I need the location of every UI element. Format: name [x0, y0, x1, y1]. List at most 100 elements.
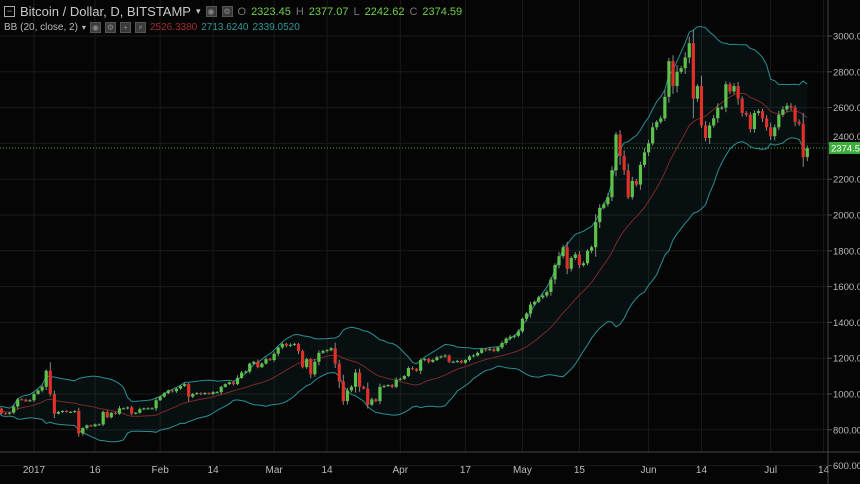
candle-body[interactable] — [109, 412, 113, 418]
candle-body[interactable] — [663, 96, 667, 119]
candle-body[interactable] — [313, 361, 317, 375]
candle-body[interactable] — [48, 370, 52, 394]
candle-body[interactable] — [126, 407, 130, 409]
candle-body[interactable] — [439, 356, 443, 358]
candle-body[interactable] — [44, 370, 48, 387]
candle-body[interactable] — [374, 399, 378, 402]
candle-body[interactable] — [557, 256, 561, 266]
candle-body[interactable] — [394, 379, 398, 387]
candle-body[interactable] — [476, 352, 480, 356]
candle-body[interactable] — [516, 331, 520, 336]
candle-body[interactable] — [296, 343, 301, 352]
candle-body[interactable] — [447, 355, 451, 362]
candle-body[interactable] — [667, 61, 671, 97]
candle-body[interactable] — [317, 352, 321, 362]
candle-body[interactable] — [695, 86, 700, 99]
candle-body[interactable] — [642, 152, 647, 165]
candle-body[interactable] — [227, 382, 231, 385]
candle-body[interactable] — [740, 98, 744, 113]
candle-body[interactable] — [545, 291, 549, 296]
candle-body[interactable] — [284, 343, 288, 346]
candle-body[interactable] — [203, 393, 207, 395]
candle-body[interactable] — [211, 392, 215, 394]
candle-body[interactable] — [358, 372, 362, 387]
candle-body[interactable] — [337, 363, 341, 382]
candle-body[interactable] — [138, 409, 142, 413]
candle-body[interactable] — [431, 359, 435, 362]
candle-body[interactable] — [651, 127, 655, 144]
candle-body[interactable] — [549, 279, 553, 292]
candle-body[interactable] — [178, 385, 183, 389]
candle-body[interactable] — [105, 411, 109, 418]
candle-body[interactable] — [622, 155, 626, 171]
eye-icon[interactable]: ◉ — [205, 6, 217, 17]
candle-body[interactable] — [3, 413, 8, 415]
candle-body[interactable] — [756, 111, 761, 113]
candle-body[interactable] — [154, 400, 158, 409]
candle-body[interactable] — [146, 408, 150, 410]
candle-body[interactable] — [760, 111, 765, 119]
candle-body[interactable] — [675, 71, 679, 87]
candle-body[interactable] — [561, 247, 565, 257]
candle-body[interactable] — [471, 355, 476, 357]
eye-icon[interactable]: ◉ — [89, 22, 101, 33]
candle-body[interactable] — [69, 411, 73, 413]
candle-body[interactable] — [406, 368, 411, 377]
candle-body[interactable] — [150, 408, 154, 410]
candle-body[interactable] — [264, 359, 268, 364]
candle-body[interactable] — [630, 180, 634, 198]
candle-body[interactable] — [81, 428, 85, 434]
candle-body[interactable] — [309, 359, 313, 375]
candle-body[interactable] — [626, 170, 630, 198]
candle-body[interactable] — [537, 297, 541, 302]
candle-body[interactable] — [97, 424, 101, 426]
candle-body[interactable] — [101, 411, 105, 425]
candle-body[interactable] — [765, 118, 769, 128]
candle-body[interactable] — [187, 384, 191, 397]
candle-body[interactable] — [524, 313, 529, 319]
indicator-title[interactable]: BB (20, close, 2) — [4, 22, 78, 33]
candle-body[interactable] — [671, 61, 675, 87]
candle-body[interactable] — [52, 394, 56, 414]
candle-body[interactable] — [77, 411, 81, 434]
candle-body[interactable] — [0, 408, 4, 414]
candle-body[interactable] — [565, 247, 569, 269]
candle-body[interactable] — [777, 114, 781, 128]
candle-body[interactable] — [781, 109, 785, 115]
candle-body[interactable] — [349, 386, 354, 391]
candle-body[interactable] — [260, 363, 264, 368]
gear-icon[interactable]: ⚙ — [221, 6, 233, 17]
candle-body[interactable] — [463, 359, 468, 363]
candle-body[interactable] — [142, 408, 146, 410]
candle-body[interactable] — [484, 349, 488, 351]
candle-body[interactable] — [533, 301, 537, 305]
candle-body[interactable] — [235, 377, 240, 385]
candle-body[interactable] — [162, 393, 166, 397]
candle-body[interactable] — [797, 121, 801, 124]
candle-body[interactable] — [93, 424, 97, 427]
candle-body[interactable] — [724, 84, 728, 108]
candle-body[interactable] — [191, 394, 195, 397]
candle-body[interactable] — [500, 342, 504, 348]
candle-body[interactable] — [459, 360, 463, 363]
candle-body[interactable] — [659, 118, 663, 122]
candle-body[interactable] — [244, 371, 248, 373]
candle-body[interactable] — [353, 372, 358, 387]
candle-body[interactable] — [56, 411, 61, 414]
candle-body[interactable] — [512, 335, 516, 337]
candle-body[interactable] — [528, 304, 533, 314]
candle-body[interactable] — [435, 357, 439, 360]
candle-body[interactable] — [398, 378, 402, 380]
candle-body[interactable] — [390, 385, 394, 387]
candle-body[interactable] — [492, 349, 496, 352]
candle-body[interactable] — [24, 399, 28, 402]
candle-body[interactable] — [366, 388, 370, 405]
candle-body[interactable] — [256, 361, 260, 368]
candle-body[interactable] — [569, 257, 573, 269]
candle-body[interactable] — [773, 127, 777, 137]
candle-body[interactable] — [451, 361, 455, 363]
candle-body[interactable] — [618, 134, 622, 156]
candle-body[interactable] — [553, 265, 557, 280]
candle-body[interactable] — [728, 84, 732, 92]
candle-body[interactable] — [594, 222, 598, 248]
